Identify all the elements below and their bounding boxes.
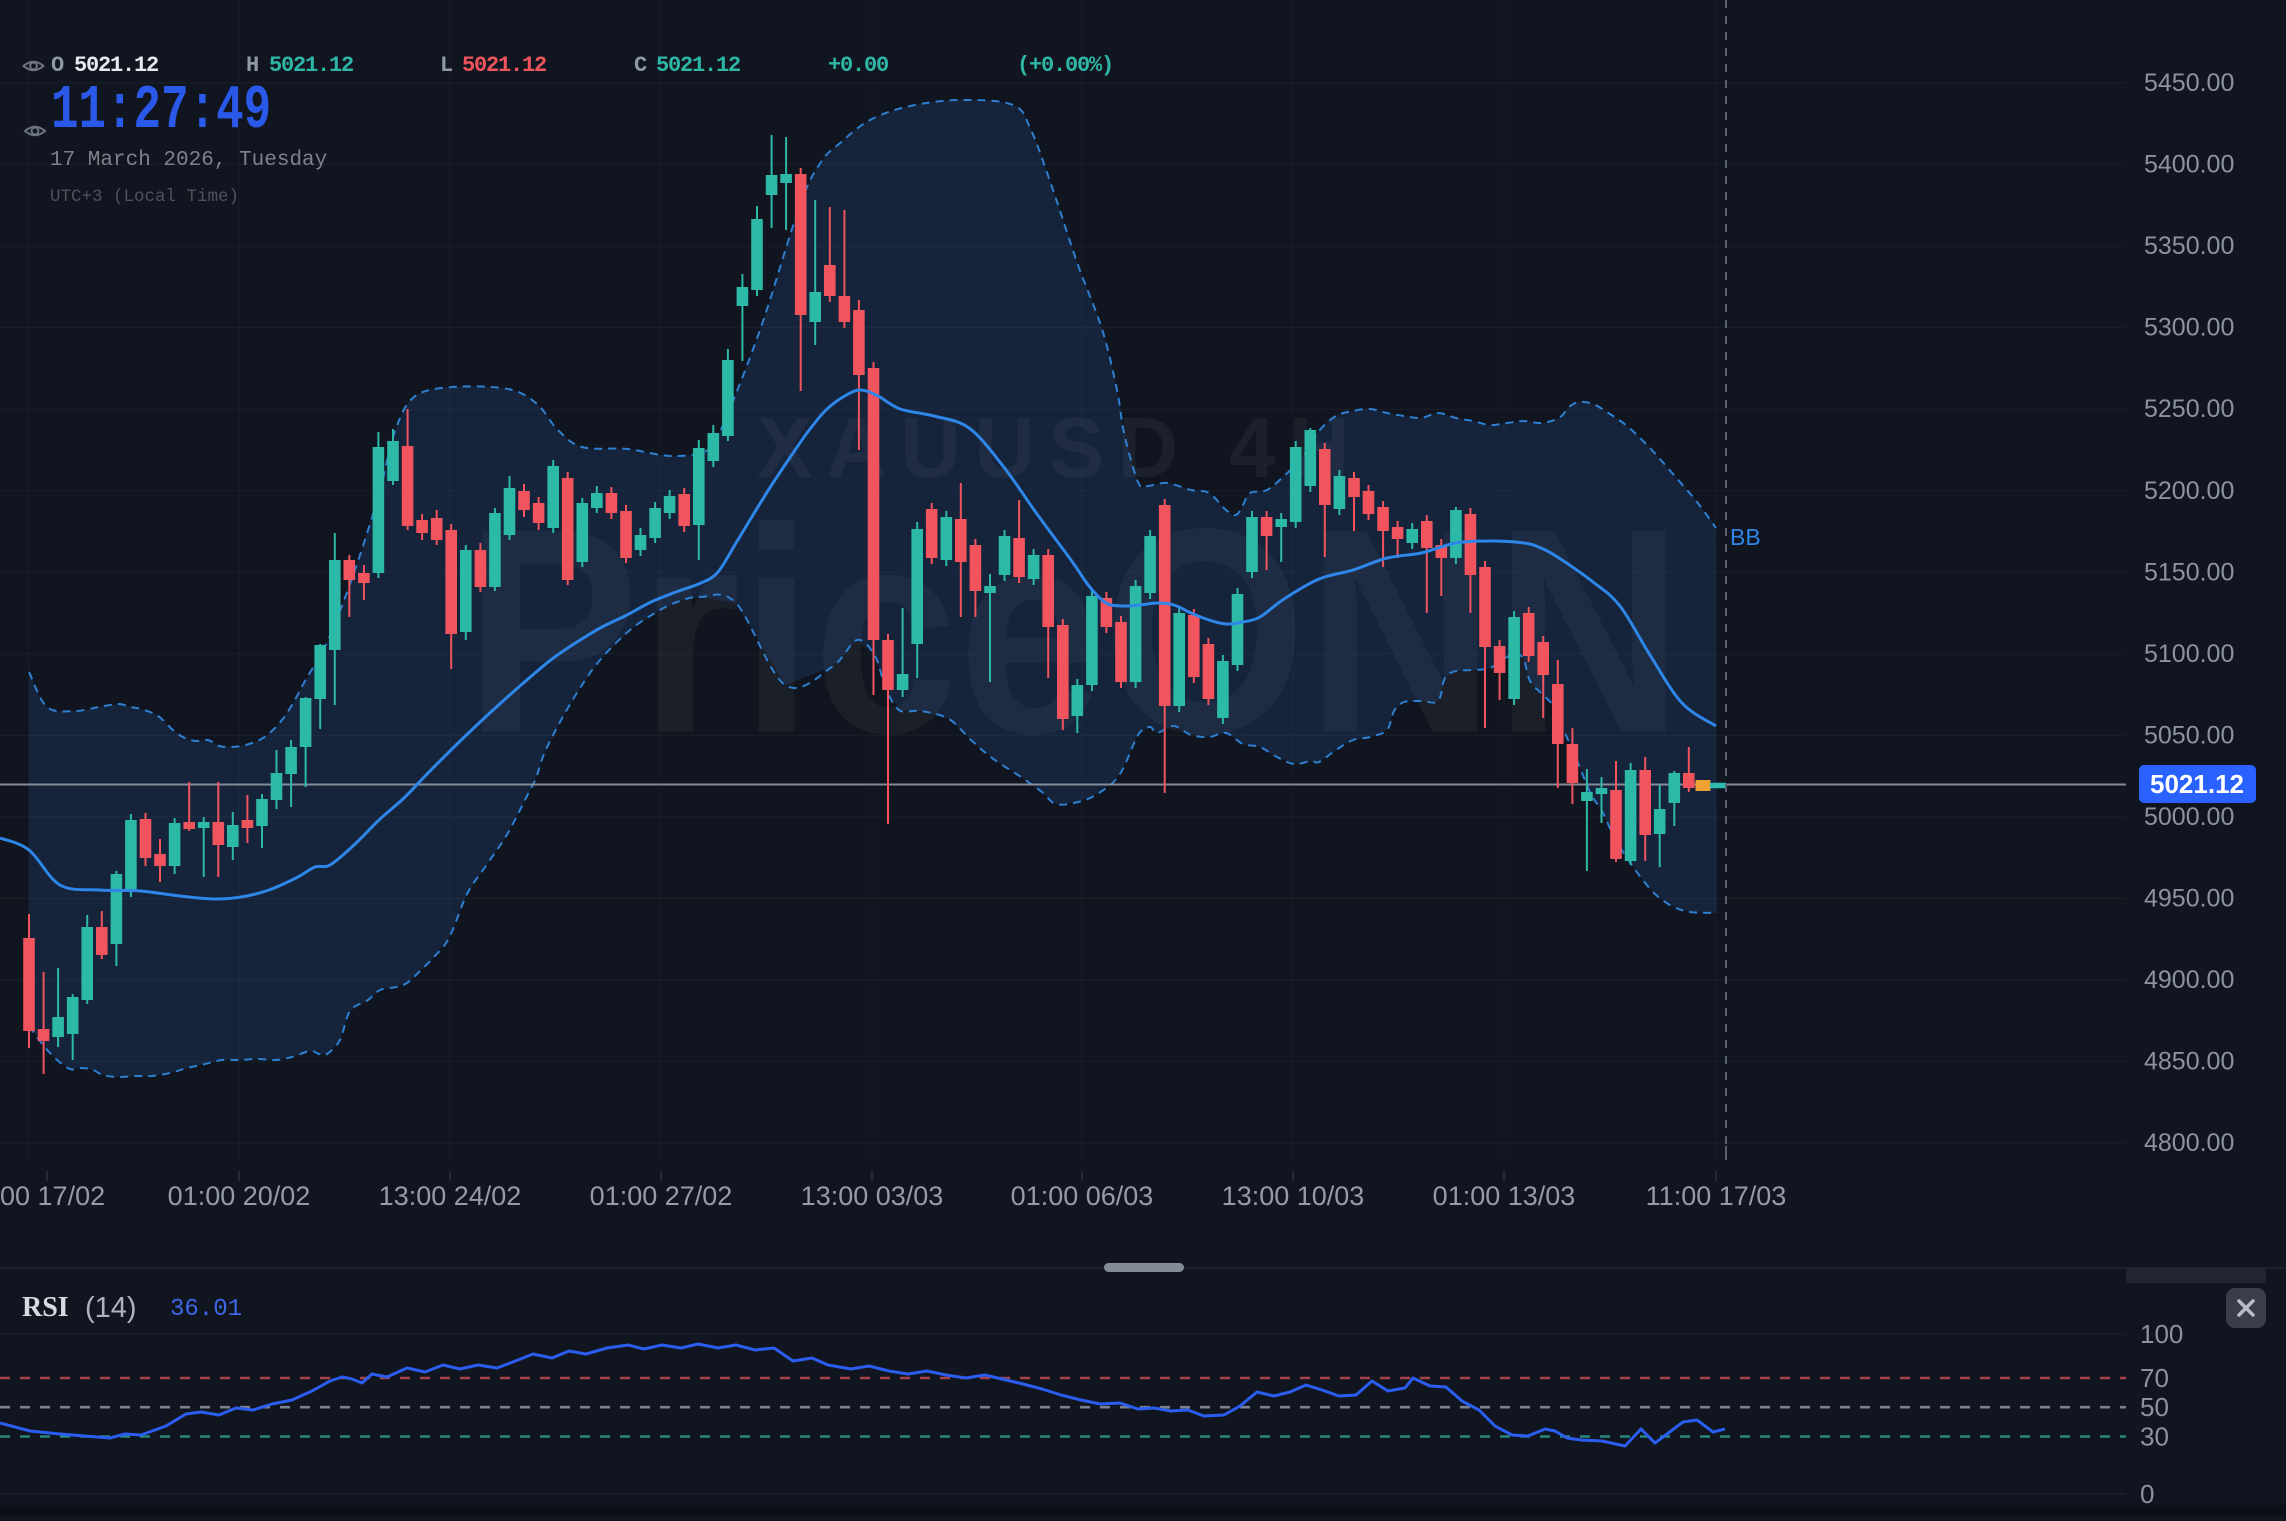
svg-text:00 17/02: 00 17/02	[0, 1181, 105, 1211]
svg-text:5021.12: 5021.12	[656, 53, 740, 78]
svg-text:5250.00: 5250.00	[2144, 395, 2234, 423]
svg-text:BB: BB	[1730, 524, 1761, 550]
svg-text:(14): (14)	[85, 1292, 137, 1324]
svg-text:30: 30	[2140, 1422, 2169, 1452]
svg-text:(+0.00%): (+0.00%)	[1017, 53, 1113, 78]
svg-text:11:27:49: 11:27:49	[51, 77, 271, 146]
svg-text:4800.00: 4800.00	[2144, 1129, 2234, 1157]
svg-text:5150.00: 5150.00	[2144, 558, 2234, 586]
svg-text:5021.12: 5021.12	[2150, 769, 2244, 799]
svg-text:17 March 2026, Tuesday: 17 March 2026, Tuesday	[50, 149, 327, 172]
svg-text:UTC+3 (Local Time): UTC+3 (Local Time)	[50, 187, 239, 207]
svg-text:+0.00: +0.00	[828, 53, 888, 78]
svg-text:5050.00: 5050.00	[2144, 721, 2234, 749]
svg-text:13:00 10/03: 13:00 10/03	[1222, 1181, 1365, 1211]
svg-text:5350.00: 5350.00	[2144, 232, 2234, 260]
svg-text:36.01: 36.01	[170, 1296, 242, 1323]
svg-text:O: O	[51, 53, 64, 78]
svg-text:5000.00: 5000.00	[2144, 803, 2234, 831]
svg-text:01:00 06/03: 01:00 06/03	[1011, 1181, 1154, 1211]
svg-text:XAUUSD 4H: XAUUSD 4H	[757, 401, 1363, 496]
svg-text:5021.12: 5021.12	[462, 53, 546, 78]
svg-text:5450.00: 5450.00	[2144, 69, 2234, 97]
svg-text:01:00 13/03: 01:00 13/03	[1433, 1181, 1576, 1211]
svg-text:13:00 24/02: 13:00 24/02	[379, 1181, 522, 1211]
svg-text:5100.00: 5100.00	[2144, 640, 2234, 668]
svg-text:01:00 20/02: 01:00 20/02	[168, 1181, 311, 1211]
svg-text:4950.00: 4950.00	[2144, 885, 2234, 913]
svg-text:11:00 17/03: 11:00 17/03	[1646, 1181, 1787, 1211]
svg-text:4850.00: 4850.00	[2144, 1048, 2234, 1076]
svg-text:70: 70	[2140, 1363, 2169, 1393]
svg-text:100: 100	[2140, 1319, 2183, 1349]
svg-text:50: 50	[2140, 1392, 2169, 1422]
svg-text:5021.12: 5021.12	[74, 53, 158, 78]
svg-text:5400.00: 5400.00	[2144, 151, 2234, 179]
svg-text:L: L	[440, 53, 453, 78]
svg-text:01:00 27/02: 01:00 27/02	[590, 1181, 733, 1211]
svg-text:H: H	[246, 53, 258, 78]
svg-text:4900.00: 4900.00	[2144, 966, 2234, 994]
svg-text:5300.00: 5300.00	[2144, 314, 2234, 342]
svg-text:5200.00: 5200.00	[2144, 477, 2234, 505]
svg-text:13:00 03/03: 13:00 03/03	[801, 1181, 944, 1211]
svg-text:0: 0	[2140, 1479, 2154, 1509]
svg-text:C: C	[634, 53, 647, 78]
svg-text:RSI: RSI	[22, 1292, 69, 1323]
svg-text:5021.12: 5021.12	[269, 53, 353, 78]
